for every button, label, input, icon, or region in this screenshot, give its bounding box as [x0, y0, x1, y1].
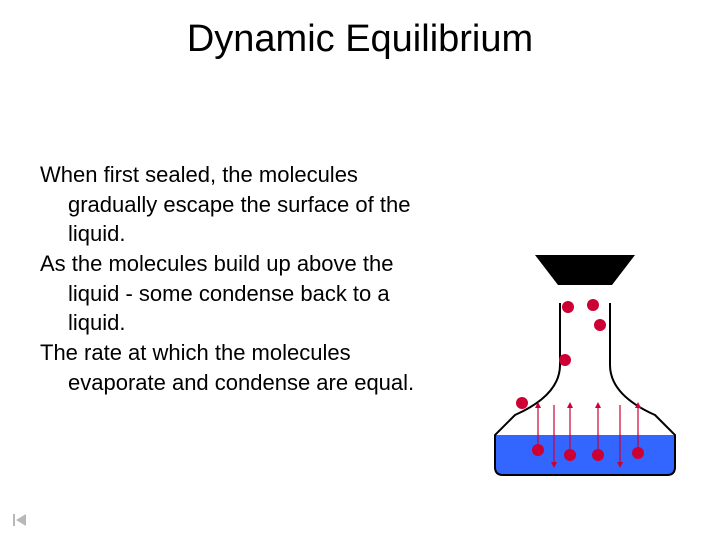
body-line: liquid.: [40, 219, 460, 249]
flask-diagram: [480, 255, 690, 485]
body-text: When first sealed, the moleculesgraduall…: [40, 160, 460, 398]
body-line: liquid.: [40, 308, 460, 338]
body-line: liquid - some condense back to a: [40, 279, 460, 309]
body-line: gradually escape the surface of the: [40, 190, 460, 220]
body-line: The rate at which the molecules: [40, 338, 460, 368]
body-line: As the molecules build up above the: [40, 249, 460, 279]
body-line: When first sealed, the molecules: [40, 160, 460, 190]
body-line: evaporate and condense are equal.: [40, 368, 460, 398]
skip-back-icon: [12, 512, 28, 528]
page-title: Dynamic Equilibrium: [0, 18, 720, 61]
previous-slide-button[interactable]: [10, 510, 30, 530]
